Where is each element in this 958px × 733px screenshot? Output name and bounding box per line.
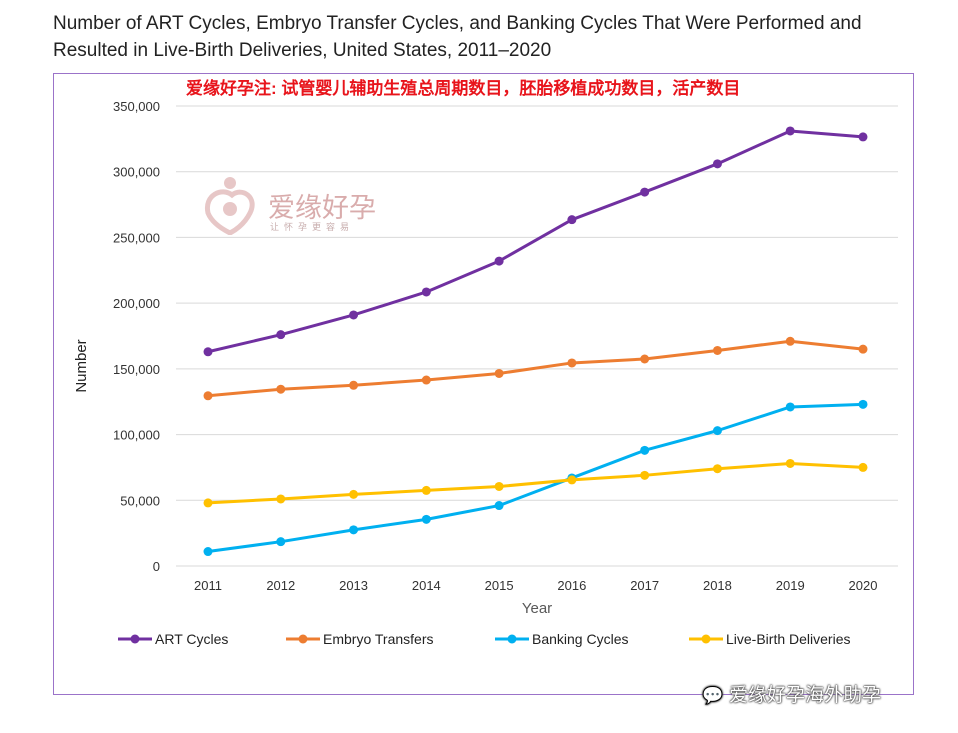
brand-watermark: 爱缘好孕 — [268, 193, 376, 223]
data-point — [567, 475, 577, 485]
series-line — [206, 339, 865, 398]
wechat-icon: 💬 — [702, 686, 724, 705]
x-axis-title: Year — [522, 600, 552, 617]
y-tick-label: 300,000 — [113, 165, 160, 180]
data-point — [203, 391, 213, 401]
legend-label: ART Cycles — [155, 631, 228, 647]
y-tick-label: 350,000 — [113, 99, 160, 114]
data-point — [858, 344, 868, 354]
series-line — [206, 402, 865, 554]
y-axis-title: Number — [73, 339, 90, 392]
footer-watermark-text: 爱缘好孕海外助孕 — [729, 685, 882, 706]
data-point — [203, 547, 213, 557]
data-point — [712, 464, 722, 474]
x-tick-label: 2011 — [194, 578, 222, 593]
data-point — [858, 132, 868, 142]
data-point — [421, 287, 431, 297]
data-point — [349, 380, 359, 390]
y-tick-label: 250,000 — [113, 230, 160, 245]
data-point — [785, 458, 795, 468]
data-point — [494, 481, 504, 491]
legend-swatch-marker — [701, 634, 711, 644]
data-point — [567, 358, 577, 368]
x-tick-label: 2016 — [557, 578, 586, 593]
data-point — [276, 494, 286, 504]
chinese-annotation: 爱缘好孕注: 试管婴儿辅助生殖总周期数目，胚胎移植成功数目，活产数目 — [186, 79, 741, 98]
legend-label: Embryo Transfers — [323, 631, 433, 647]
data-point — [640, 187, 650, 197]
data-point — [349, 310, 359, 320]
x-tick-label: 2013 — [339, 578, 368, 593]
data-point — [421, 375, 431, 385]
data-point — [712, 159, 722, 169]
data-point — [712, 426, 722, 436]
data-point — [203, 347, 213, 357]
x-tick-label: 2018 — [703, 578, 732, 593]
data-point — [640, 354, 650, 364]
data-point — [276, 330, 286, 340]
data-point — [276, 537, 286, 547]
data-point — [785, 336, 795, 346]
legend-label: Banking Cycles — [532, 631, 629, 647]
data-point — [494, 368, 504, 378]
x-tick-label: 2015 — [485, 578, 514, 593]
y-tick-label: 0 — [153, 559, 160, 574]
x-tick-label: 2014 — [412, 578, 441, 593]
brand-tagline: 让怀孕更容易 — [270, 222, 355, 232]
data-point — [421, 514, 431, 524]
series-line — [206, 129, 865, 354]
data-point — [785, 402, 795, 412]
data-point — [421, 485, 431, 495]
data-point — [203, 498, 213, 508]
data-point — [567, 215, 577, 225]
data-point — [858, 462, 868, 472]
legend-swatch-marker — [130, 634, 140, 644]
data-point — [494, 256, 504, 266]
data-point — [349, 525, 359, 535]
data-point — [858, 399, 868, 409]
chart-frame — [53, 73, 914, 695]
data-point — [276, 384, 286, 394]
data-point — [712, 345, 722, 355]
data-point — [640, 470, 650, 480]
data-point — [785, 126, 795, 136]
footer-watermark: 💬 爱缘好孕海外助孕 — [702, 680, 881, 707]
y-tick-label: 200,000 — [113, 296, 160, 311]
x-tick-label: 2020 — [849, 578, 878, 593]
data-point — [349, 489, 359, 499]
chart-title: Number of ART Cycles, Embryo Transfer Cy… — [53, 13, 862, 61]
y-tick-label: 150,000 — [113, 362, 160, 377]
x-tick-label: 2019 — [776, 578, 805, 593]
y-tick-label: 50,000 — [120, 493, 160, 508]
legend-swatch-marker — [298, 634, 308, 644]
legend-swatch-marker — [507, 634, 517, 644]
x-tick-label: 2012 — [266, 578, 295, 593]
y-tick-label: 100,000 — [113, 428, 160, 443]
legend-label: Live-Birth Deliveries — [726, 631, 850, 647]
series-line — [206, 461, 865, 505]
data-point — [494, 501, 504, 511]
data-point — [640, 445, 650, 455]
brand-logo-icon — [204, 177, 255, 235]
x-tick-label: 2017 — [630, 578, 659, 593]
